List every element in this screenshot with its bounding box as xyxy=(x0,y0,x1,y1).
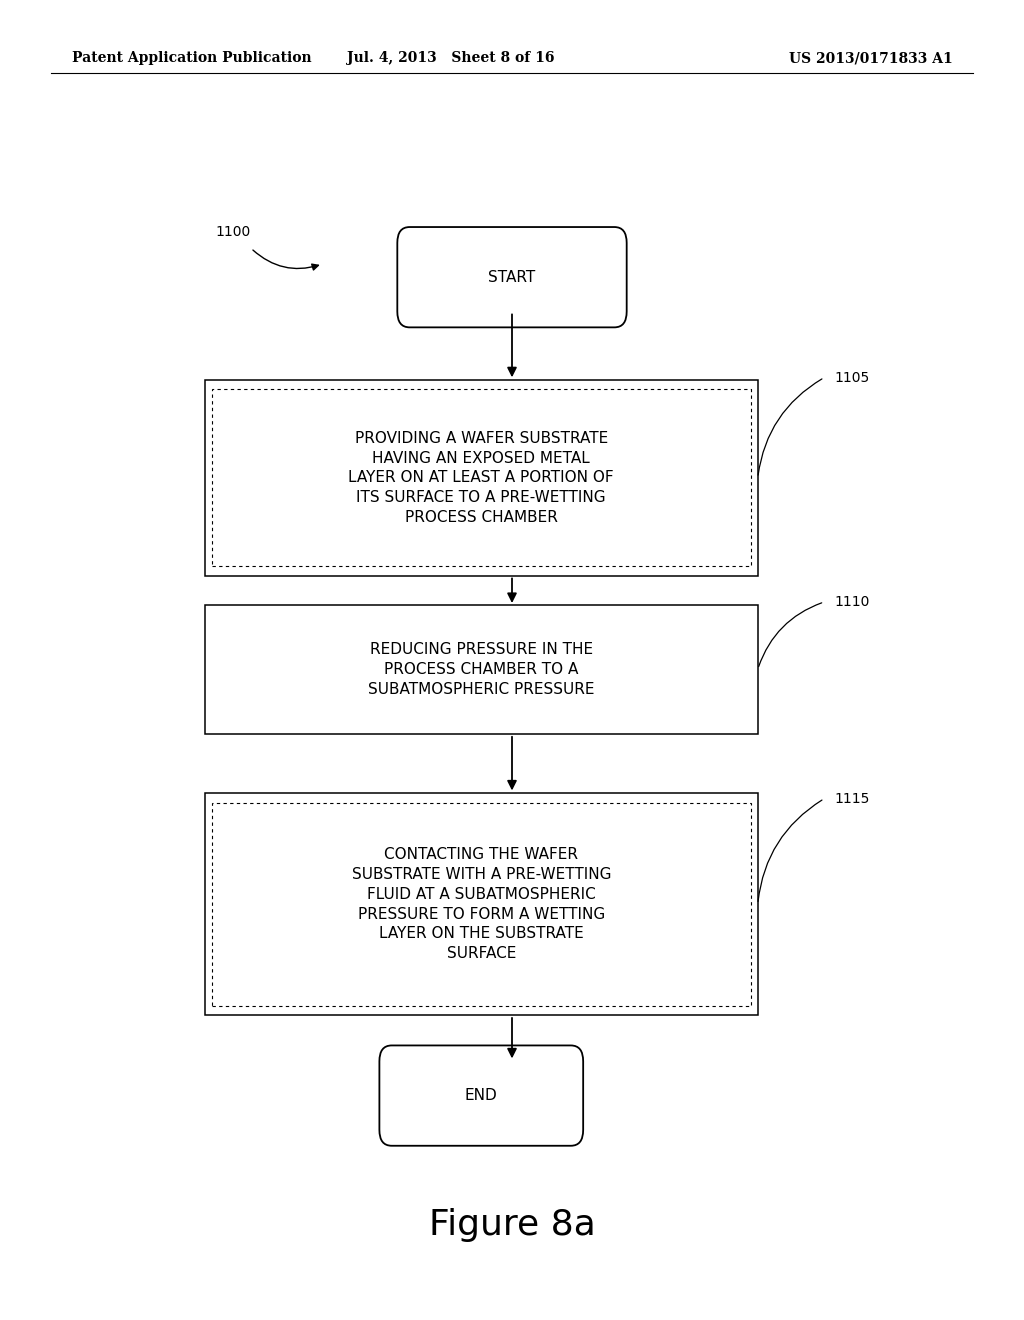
Bar xyxy=(205,793,758,1015)
Bar xyxy=(205,605,758,734)
Text: 1105: 1105 xyxy=(835,371,869,384)
FancyBboxPatch shape xyxy=(379,1045,583,1146)
Text: Patent Application Publication: Patent Application Publication xyxy=(72,51,311,65)
Text: REDUCING PRESSURE IN THE
PROCESS CHAMBER TO A
SUBATMOSPHERIC PRESSURE: REDUCING PRESSURE IN THE PROCESS CHAMBER… xyxy=(368,642,595,697)
Text: 1100: 1100 xyxy=(215,226,250,239)
Text: PROVIDING A WAFER SUBSTRATE
HAVING AN EXPOSED METAL
LAYER ON AT LEAST A PORTION : PROVIDING A WAFER SUBSTRATE HAVING AN EX… xyxy=(348,430,614,525)
Bar xyxy=(205,380,758,576)
Text: 1110: 1110 xyxy=(835,595,870,609)
Bar xyxy=(212,803,751,1006)
FancyBboxPatch shape xyxy=(397,227,627,327)
Text: Jul. 4, 2013   Sheet 8 of 16: Jul. 4, 2013 Sheet 8 of 16 xyxy=(347,51,554,65)
Text: Figure 8a: Figure 8a xyxy=(429,1208,595,1242)
Text: US 2013/0171833 A1: US 2013/0171833 A1 xyxy=(788,51,952,65)
Text: START: START xyxy=(488,269,536,285)
Text: CONTACTING THE WAFER
SUBSTRATE WITH A PRE-WETTING
FLUID AT A SUBATMOSPHERIC
PRES: CONTACTING THE WAFER SUBSTRATE WITH A PR… xyxy=(351,847,611,961)
Text: END: END xyxy=(465,1088,498,1104)
Text: 1115: 1115 xyxy=(835,792,870,805)
Bar xyxy=(212,389,751,566)
